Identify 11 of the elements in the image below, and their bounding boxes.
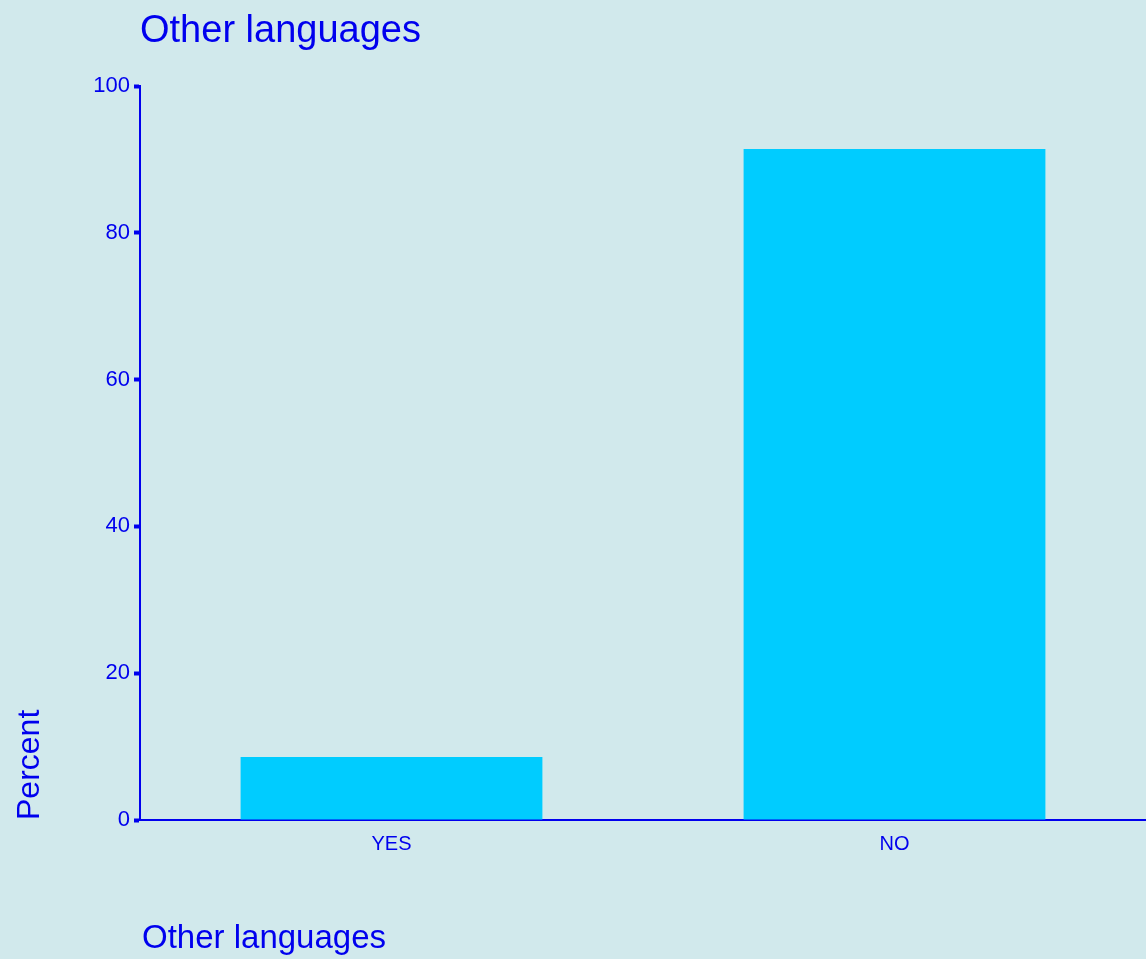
x-tick-label: YES bbox=[371, 831, 412, 854]
y-axis-title: Percent bbox=[9, 709, 47, 820]
x-axis-title: Other languages bbox=[142, 918, 387, 956]
y-tick-label: 0 bbox=[117, 806, 130, 832]
y-tick-label: 40 bbox=[105, 512, 130, 538]
y-tick-label: 80 bbox=[105, 218, 130, 244]
chart-title: Other languages bbox=[140, 8, 421, 51]
y-tick-label: 100 bbox=[93, 72, 130, 98]
x-tick-label: NO bbox=[879, 831, 910, 854]
y-tick-label: 60 bbox=[105, 365, 130, 391]
y-tick-label: 20 bbox=[105, 659, 130, 685]
